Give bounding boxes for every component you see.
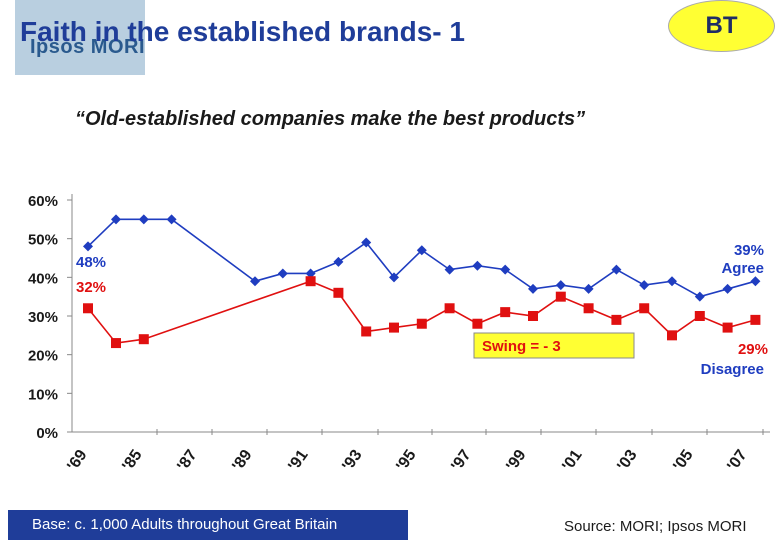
data-point-agree	[555, 280, 566, 291]
y-tick-label: 30%	[28, 309, 58, 326]
base-note: Base: c. 1,000 Adults throughout Great B…	[32, 516, 338, 533]
data-point-disagree	[83, 303, 93, 314]
data-point-agree	[694, 291, 705, 302]
data-point-agree	[250, 276, 260, 287]
x-tick-label: '03	[614, 447, 640, 475]
data-point-disagree	[138, 334, 149, 345]
data-point-disagree	[416, 318, 427, 329]
data-point-agree	[83, 241, 93, 252]
x-tick-label: '89	[229, 447, 255, 475]
data-point-disagree	[555, 291, 566, 302]
data-point-disagree	[333, 287, 344, 298]
x-tick-label: '07	[724, 447, 750, 475]
data-point-agree	[416, 245, 427, 256]
x-tick-label: '93	[339, 447, 365, 475]
data-point-agree	[750, 276, 761, 287]
series-line-agree	[87, 218, 756, 298]
data-point-disagree	[750, 314, 761, 325]
data-point-disagree	[305, 276, 316, 287]
x-tick-label: '87	[174, 447, 200, 475]
data-point-agree	[611, 264, 622, 275]
end-disagree-label: Disagree	[701, 361, 764, 378]
data-point-agree	[472, 260, 483, 271]
data-point-disagree	[694, 311, 705, 321]
data-point-disagree	[444, 303, 455, 314]
x-tick-label: '01	[559, 447, 585, 475]
data-point-disagree	[667, 330, 677, 341]
ipsos-mori-logo: Ipsos MORI	[30, 36, 146, 58]
data-point-agree	[138, 214, 149, 225]
swing-label: Swing = - 3	[482, 338, 561, 355]
y-tick-label: 50%	[28, 232, 58, 249]
data-point-agree	[111, 214, 121, 225]
data-point-agree	[166, 214, 177, 225]
chart-title: “Old-established companies make the best…	[75, 108, 586, 130]
x-tick-label: '97	[448, 447, 474, 475]
data-point-disagree	[528, 311, 538, 321]
data-point-agree	[583, 283, 594, 294]
logo-box	[15, 0, 145, 75]
page-title: Faith in the established brands- 1	[20, 16, 465, 47]
source-note: Source: MORI; Ipsos MORI	[564, 518, 747, 535]
data-point-agree	[277, 268, 288, 279]
end-agree-value: 39%	[734, 242, 764, 259]
y-tick-label: 10%	[28, 386, 58, 403]
data-point-agree	[722, 283, 733, 294]
start-agree-label: 48%	[76, 254, 106, 271]
x-tick-label: '95	[393, 447, 419, 475]
data-point-disagree	[639, 303, 650, 314]
data-point-agree	[639, 280, 650, 291]
swing-box	[473, 332, 635, 359]
data-point-disagree	[722, 322, 733, 333]
data-point-disagree	[111, 338, 121, 349]
end-disagree-value: 29%	[738, 341, 768, 358]
data-point-agree	[500, 264, 511, 275]
data-point-agree	[305, 268, 316, 279]
end-agree-label: Agree	[721, 260, 764, 277]
x-tick-label: '69	[64, 447, 90, 475]
x-tick-label: '05	[670, 447, 696, 475]
y-tick-label: 0%	[36, 425, 58, 442]
x-tick-label: '85	[119, 447, 145, 475]
y-tick-label: 20%	[28, 348, 58, 365]
data-point-agree	[667, 276, 677, 287]
data-point-agree	[444, 264, 455, 275]
data-point-agree	[361, 237, 372, 248]
data-point-disagree	[583, 303, 594, 314]
data-point-agree	[528, 283, 538, 294]
data-point-disagree	[361, 326, 372, 337]
x-tick-label: '99	[503, 447, 529, 475]
start-disagree-label: 32%	[76, 279, 106, 296]
data-point-agree	[389, 272, 399, 283]
data-point-agree	[333, 256, 344, 267]
data-point-disagree	[611, 314, 622, 325]
x-tick-label: '91	[285, 447, 311, 475]
data-point-disagree	[472, 318, 483, 329]
data-point-disagree	[389, 322, 399, 333]
line-chart: 0% 10% 20% 30% 40% 50% 60% '69 '85 '87 '89 '91 '93 '9…	[28, 193, 770, 475]
y-tick-label: 60%	[28, 193, 58, 210]
brand-badge: BT	[668, 0, 775, 52]
base-note-box: Base: c. 1,000 Adults throughout Great B…	[8, 510, 408, 540]
series-line-disagree	[87, 280, 756, 344]
y-tick-label: 40%	[28, 270, 58, 287]
data-point-disagree	[500, 307, 511, 318]
